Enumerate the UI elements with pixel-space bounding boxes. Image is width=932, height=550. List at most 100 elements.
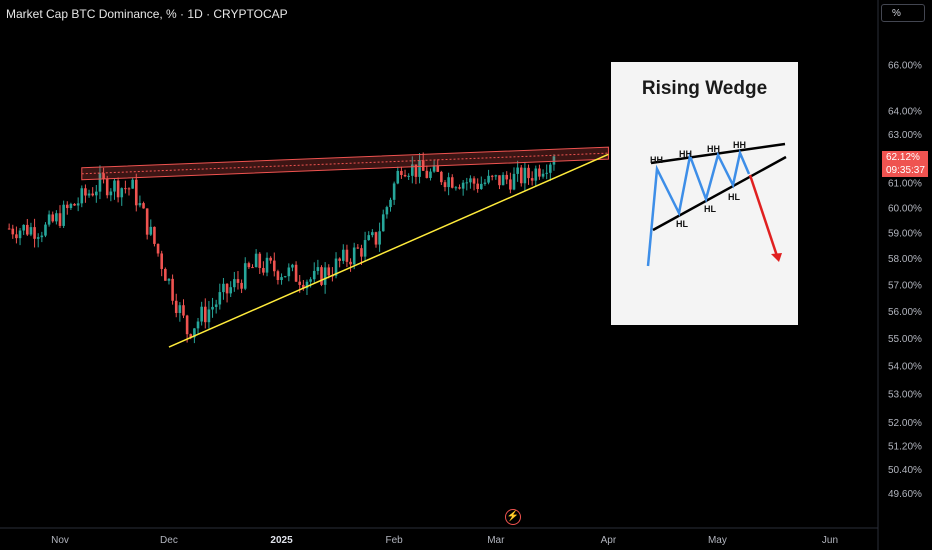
candle-body — [294, 264, 298, 282]
candle-body — [218, 292, 222, 305]
y-tick-label: 51.20% — [888, 441, 922, 452]
y-tick-label: 52.00% — [888, 418, 922, 429]
candle-body — [243, 263, 247, 289]
candle-body — [407, 175, 410, 177]
candle-body — [142, 203, 145, 209]
candle-body — [138, 203, 142, 206]
candle-body — [44, 224, 47, 236]
candle-body — [447, 177, 450, 188]
candle-body — [160, 253, 163, 269]
candle-body — [145, 208, 149, 235]
candle-body — [222, 283, 225, 293]
candle-body — [425, 170, 429, 178]
candle-body — [367, 235, 371, 241]
candle-body — [26, 224, 29, 235]
candle-body — [280, 277, 283, 281]
candle-body — [156, 243, 160, 254]
candle-body — [211, 306, 214, 310]
candle-body — [334, 258, 338, 276]
inset-title: Rising Wedge — [641, 78, 768, 99]
candle-body — [440, 171, 443, 183]
x-tick-label: Nov — [51, 535, 69, 546]
candle-body — [469, 178, 472, 183]
candle-body — [312, 270, 316, 280]
candle-body — [400, 170, 403, 175]
candle-body — [465, 182, 469, 184]
candle-body — [76, 203, 80, 206]
candle-body — [283, 276, 287, 278]
candle-body — [512, 173, 516, 190]
candle-body — [287, 267, 291, 277]
wedge-diagram — [646, 142, 787, 267]
candle-body — [385, 207, 389, 215]
y-tick-label: 54.00% — [888, 361, 922, 372]
candle-body — [272, 260, 276, 272]
candle-body — [480, 183, 483, 189]
candle-body — [149, 226, 153, 235]
candle-body — [487, 175, 490, 183]
candle-body — [269, 257, 272, 261]
candle-body — [84, 188, 87, 196]
candle-body — [22, 224, 25, 231]
candle-body — [29, 227, 33, 235]
candle-body — [392, 183, 396, 200]
x-tick-label: Apr — [601, 535, 617, 546]
candle-body — [134, 179, 138, 206]
candle-body — [519, 167, 523, 184]
candle-body — [356, 247, 360, 249]
candle-body — [291, 264, 294, 268]
candle-body — [207, 309, 211, 323]
y-tick-label: 56.00% — [888, 307, 922, 318]
last-price-label: 62.12% 09:35:37 — [882, 151, 928, 177]
candle-body — [389, 199, 392, 208]
candle-body — [214, 304, 218, 307]
candle-body — [527, 167, 530, 179]
candle-body — [182, 305, 185, 316]
candle-body — [381, 214, 385, 232]
last-price-value: 62.12% — [886, 152, 920, 163]
candle-body — [87, 193, 91, 196]
candle-body — [298, 281, 302, 285]
candle-body — [193, 328, 196, 338]
chart-title: Market Cap BTC Dominance, % · 1D · CRYPT… — [6, 7, 288, 21]
candle-body — [62, 204, 65, 226]
y-tick-label: 50.40% — [888, 465, 922, 476]
y-tick-label: 60.00% — [888, 203, 922, 214]
candle-body — [18, 230, 22, 239]
wedge-lower-line — [652, 155, 787, 232]
rising-wedge-illustration: Rising Wedge HH HH HH HH HL HL HL — [611, 62, 798, 325]
wedge-breakdown-path — [748, 174, 779, 257]
candle-body — [262, 267, 265, 273]
candle-body — [58, 213, 62, 226]
candle-body — [65, 204, 69, 209]
candle-body — [95, 191, 98, 196]
candle-body — [247, 263, 251, 268]
candle-body — [374, 232, 378, 245]
candle-body — [316, 267, 320, 271]
percent-scale-button[interactable]: % — [881, 4, 925, 22]
candle-body — [302, 284, 305, 289]
candle-body — [80, 188, 84, 204]
candle-body — [429, 171, 432, 178]
candle-body — [458, 187, 461, 189]
inset-label-hh-1: HH — [650, 155, 663, 165]
candle-body — [164, 268, 167, 281]
candle-body — [323, 267, 327, 285]
y-tick-label: 61.00% — [888, 179, 922, 190]
lightning-icon[interactable]: ⚡ — [505, 509, 521, 525]
y-tick-label: 55.00% — [888, 334, 922, 345]
candles — [7, 152, 556, 344]
candle-body — [501, 174, 505, 186]
candle-body — [240, 282, 243, 289]
candle-body — [189, 334, 193, 338]
candle-body — [530, 178, 534, 181]
candle-body — [523, 167, 527, 184]
candle-body — [516, 167, 519, 174]
candle-body — [55, 213, 58, 222]
resistance-zone — [81, 146, 609, 181]
candle-body — [494, 175, 498, 177]
support-line — [168, 153, 609, 348]
candle-body — [327, 267, 331, 276]
candle-body — [120, 188, 124, 198]
